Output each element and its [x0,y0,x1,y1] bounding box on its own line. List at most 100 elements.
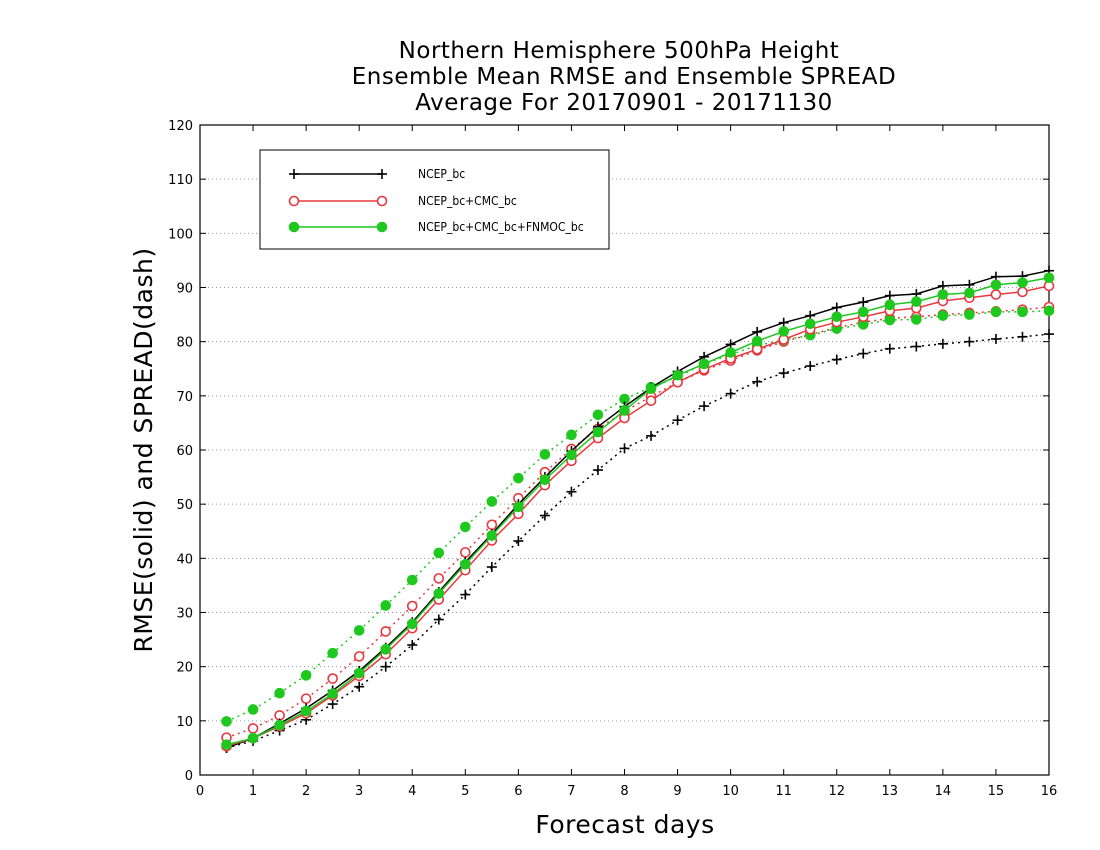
point-ncep-bc-spread [327,699,338,710]
x-tick-label: 8 [620,784,628,799]
point-ncep-bc-cmc-bc-spread [433,573,445,584]
y-tick-label: 10 [176,715,193,730]
y-tick-label: 70 [176,390,193,405]
point-ncep-bc-cmc-bc-spread [406,600,418,612]
point-ncep-bc-cmc-bc-spread [327,673,338,684]
x-tick-label: 15 [988,784,1005,799]
x-tick-label: 1 [249,784,257,799]
x-tick-label: 6 [514,784,522,799]
x-tick-label: 7 [567,784,575,799]
point-ncep-bc-cmc-bc-fnmoc-bc-rmse [857,306,869,318]
point-ncep-bc-cmc-bc-fnmoc-bc-rmse [725,347,736,358]
point-ncep-bc-spread [752,376,763,387]
point-ncep-bc-cmc-bc-rmse [1017,286,1028,298]
point-ncep-bc-cmc-bc-fnmoc-bc-rmse [990,279,1002,291]
x-tick-label: 5 [461,784,469,799]
y-tick-label: 90 [176,282,193,297]
y-tick-label: 20 [176,661,193,676]
x-tick-label: 9 [673,784,681,799]
point-ncep-bc-cmc-bc-fnmoc-bc-spread [433,547,445,559]
point-ncep-bc-cmc-bc-fnmoc-bc-rmse [247,732,259,744]
y-axis-title: RMSE(solid) and SPREAD(dash) [129,247,158,652]
point-ncep-bc-spread [354,681,365,692]
point-ncep-bc-cmc-bc-fnmoc-bc-rmse [513,501,524,513]
legend-marker [376,221,388,233]
point-ncep-bc-cmc-bc-fnmoc-bc-rmse [964,287,975,299]
point-ncep-bc-spread [1044,329,1054,340]
point-ncep-bc-cmc-bc-fnmoc-bc-spread [539,449,551,460]
x-tick-label: 13 [882,784,899,799]
point-ncep-bc-rmse [858,297,869,308]
x-tick-label: 10 [722,784,739,799]
point-ncep-bc-cmc-bc-fnmoc-bc-rmse [619,405,630,416]
point-ncep-bc-cmc-bc-fnmoc-bc-rmse [486,530,498,541]
legend-label: NCEP_bc+CMC_bc [418,194,517,208]
y-tick-label: 100 [168,227,193,242]
point-ncep-bc-spread [964,336,975,347]
point-ncep-bc-cmc-bc-fnmoc-bc-spread [460,521,471,533]
point-ncep-bc-cmc-bc-fnmoc-bc-rmse [566,449,577,461]
point-ncep-bc-cmc-bc-spread [486,519,498,531]
point-ncep-bc-cmc-bc-fnmoc-bc-spread [1017,306,1028,318]
point-ncep-bc-spread [937,338,948,349]
point-ncep-bc-cmc-bc-fnmoc-bc-spread [274,687,285,699]
point-ncep-bc-cmc-bc-fnmoc-bc-rmse [911,296,922,307]
point-ncep-bc-spread [592,465,603,476]
point-ncep-bc-rmse [752,326,763,337]
point-ncep-bc-cmc-bc-fnmoc-bc-spread [513,472,524,484]
legend: NCEP_bc NCEP_bc+CMC_bc NCEP_bc+CMC_bc+FNMO… [259,149,610,250]
legend-marker [288,221,300,233]
point-ncep-bc-spread [990,333,1001,344]
point-ncep-bc-spread [646,430,657,441]
legend-label: NCEP_bc [418,167,465,181]
point-ncep-bc-spread [460,589,471,600]
y-tick-label: 50 [176,498,193,513]
x-tick-label: 12 [828,784,845,799]
legend-entry: NCEP_bc+CMC_bc+FNMOC_bc [288,220,584,234]
x-tick-label: 16 [1041,784,1058,799]
point-ncep-bc-spread [539,510,550,521]
point-ncep-bc-cmc-bc-spread [460,547,471,558]
point-ncep-bc-cmc-bc-fnmoc-bc-rmse [698,358,710,370]
point-ncep-bc-spread [566,486,577,497]
point-ncep-bc-spread [513,536,524,546]
legend-box [259,149,610,250]
chart-title-line-2: Ensemble Mean RMSE and Ensemble SPREAD [352,64,896,90]
point-ncep-bc-cmc-bc-fnmoc-bc-spread [911,314,922,325]
point-ncep-bc-cmc-bc-fnmoc-bc-rmse [592,426,604,438]
point-ncep-bc-spread [858,348,869,359]
y-tick-label: 110 [168,173,193,188]
point-ncep-bc-cmc-bc-fnmoc-bc-rmse [433,588,445,599]
point-ncep-bc-cmc-bc-fnmoc-bc-spread [937,310,949,321]
point-ncep-bc-cmc-bc-fnmoc-bc-rmse [778,326,789,337]
point-ncep-bc-cmc-bc-fnmoc-bc-spread [380,600,392,611]
chart-title-line-1: Northern Hemisphere 500hPa Height [399,38,840,64]
x-tick-label: 3 [355,784,363,799]
point-ncep-bc-spread [433,614,444,625]
point-ncep-bc-cmc-bc-fnmoc-bc-spread [406,574,418,586]
x-tick-label: 11 [775,784,792,799]
point-ncep-bc-cmc-bc-fnmoc-bc-rmse [1043,272,1055,284]
point-ncep-bc-rmse [831,302,842,313]
point-ncep-bc-cmc-bc-fnmoc-bc-spread [221,716,232,727]
point-ncep-bc-spread [1017,331,1028,342]
point-ncep-bc-spread [407,640,418,650]
point-ncep-bc-cmc-bc-spread [300,693,312,704]
y-tick-label: 80 [176,336,193,351]
point-ncep-bc-spread [725,388,736,399]
point-ncep-bc-cmc-bc-fnmoc-bc-spread [353,625,365,636]
point-ncep-bc-cmc-bc-fnmoc-bc-spread [592,409,604,421]
point-ncep-bc-cmc-bc-fnmoc-bc-rmse [327,688,338,700]
point-ncep-bc-cmc-bc-fnmoc-bc-spread [327,647,338,659]
y-tick-label: 40 [176,552,193,567]
legend-label: NCEP_bc+CMC_bc+FNMOC_bc [418,220,584,234]
point-ncep-bc-cmc-bc-spread [380,626,392,637]
point-ncep-bc-cmc-bc-spread [247,723,259,734]
point-ncep-bc-cmc-bc-rmse [645,395,657,407]
point-ncep-bc-cmc-bc-fnmoc-bc-rmse [353,667,365,679]
x-tick-label: 0 [196,784,204,799]
point-ncep-bc-cmc-bc-fnmoc-bc-rmse [831,311,843,323]
point-ncep-bc-cmc-bc-fnmoc-bc-rmse [539,474,551,486]
